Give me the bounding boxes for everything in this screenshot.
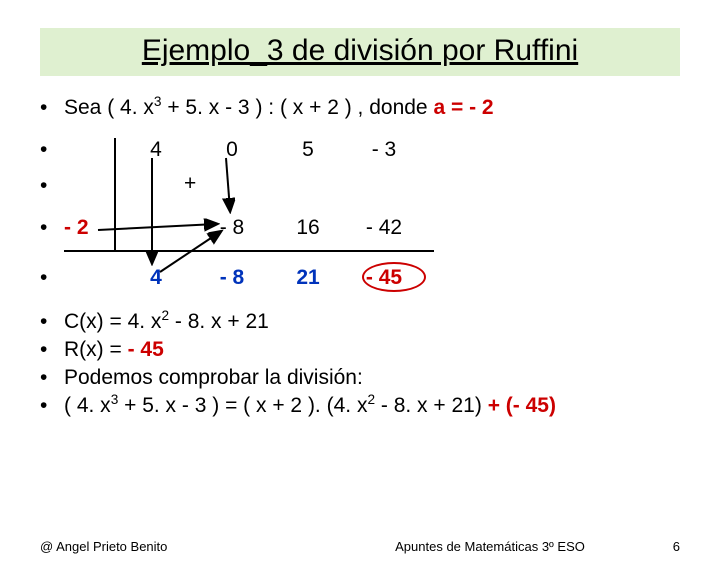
bullet: •: [40, 310, 64, 334]
footer-right: 6: [640, 539, 680, 554]
bullet: •: [40, 338, 64, 362]
prod: - 8: [194, 214, 270, 242]
verify-text: ( 4. x3 + 5. x - 3 ) = ( x + 2 ). (4. x2…: [64, 394, 556, 418]
check-text: Podemos comprobar la división:: [64, 366, 363, 390]
footer-left: @ Angel Prieto Benito: [40, 539, 340, 554]
problem-line: • Sea ( 4. x3 + 5. x - 3 ) : ( x + 2 ) ,…: [40, 94, 680, 122]
prod: 16: [270, 214, 346, 242]
problem-mid: + 5. x - 3 ) : ( x + 2 ) , donde: [161, 96, 433, 119]
ruffini-vline: [114, 138, 116, 250]
v-mid1: + 5. x - 3 ) = ( x + 2 ). (4. x: [118, 394, 367, 417]
page-title: Ejemplo_3 de división por Ruffini: [40, 34, 680, 68]
problem-text: Sea ( 4. x3 + 5. x - 3 ) : ( x + 2 ) , d…: [64, 94, 494, 122]
bullet: •: [40, 394, 64, 418]
bullet: •: [40, 214, 64, 242]
title-band: Ejemplo_3 de división por Ruffini: [40, 28, 680, 76]
footer-center: Apuntes de Matemáticas 3º ESO: [340, 539, 640, 554]
divisor-a: - 2: [64, 214, 118, 242]
rx-line: • R(x) = - 45: [40, 338, 680, 362]
rx-val: - 45: [128, 338, 164, 361]
rx-text: R(x) = - 45: [64, 338, 164, 362]
v-e2: 2: [367, 392, 375, 407]
v-plus: + (- 45): [488, 394, 556, 417]
verify-line: • ( 4. x3 + 5. x - 3 ) = ( x + 2 ). (4. …: [40, 394, 680, 418]
ruffini-table: • 4 0 5 - 3 • + • - 2 - 8 16 - 42 • 4 - …: [40, 136, 480, 306]
footer: @ Angel Prieto Benito Apuntes de Matemát…: [0, 539, 720, 554]
cx-lead: C(x) = 4. x: [64, 310, 161, 333]
cx-line: • C(x) = 4. x2 - 8. x + 21: [40, 310, 680, 334]
bullet: •: [40, 264, 64, 292]
bullet: •: [40, 172, 64, 200]
coef: - 3: [346, 136, 422, 164]
ruffini-hline: [64, 250, 434, 252]
coef: 5: [270, 136, 346, 164]
content: • Sea ( 4. x3 + 5. x - 3 ) : ( x + 2 ) ,…: [0, 76, 720, 306]
result: 21: [270, 264, 346, 292]
bullet: •: [40, 136, 64, 164]
rx-lead: R(x) =: [64, 338, 128, 361]
check-line: • Podemos comprobar la división:: [40, 366, 680, 390]
results-block: • C(x) = 4. x2 - 8. x + 21 • R(x) = - 45…: [0, 306, 720, 418]
v-lead: ( 4. x: [64, 394, 111, 417]
v-mid2: - 8. x + 21): [375, 394, 488, 417]
bullet: •: [40, 94, 64, 122]
plus-sign: +: [184, 170, 196, 198]
problem-lead: Sea ( 4. x: [64, 96, 154, 119]
coef: 4: [118, 136, 194, 164]
cx-exp: 2: [161, 308, 169, 323]
cx-text: C(x) = 4. x2 - 8. x + 21: [64, 310, 269, 334]
bullet: •: [40, 366, 64, 390]
problem-a: a = - 2: [433, 96, 493, 119]
coef: 0: [194, 136, 270, 164]
result: - 8: [194, 264, 270, 292]
cx-rest: - 8. x + 21: [169, 310, 269, 333]
result: 4: [118, 264, 194, 292]
prod: - 42: [346, 214, 422, 242]
